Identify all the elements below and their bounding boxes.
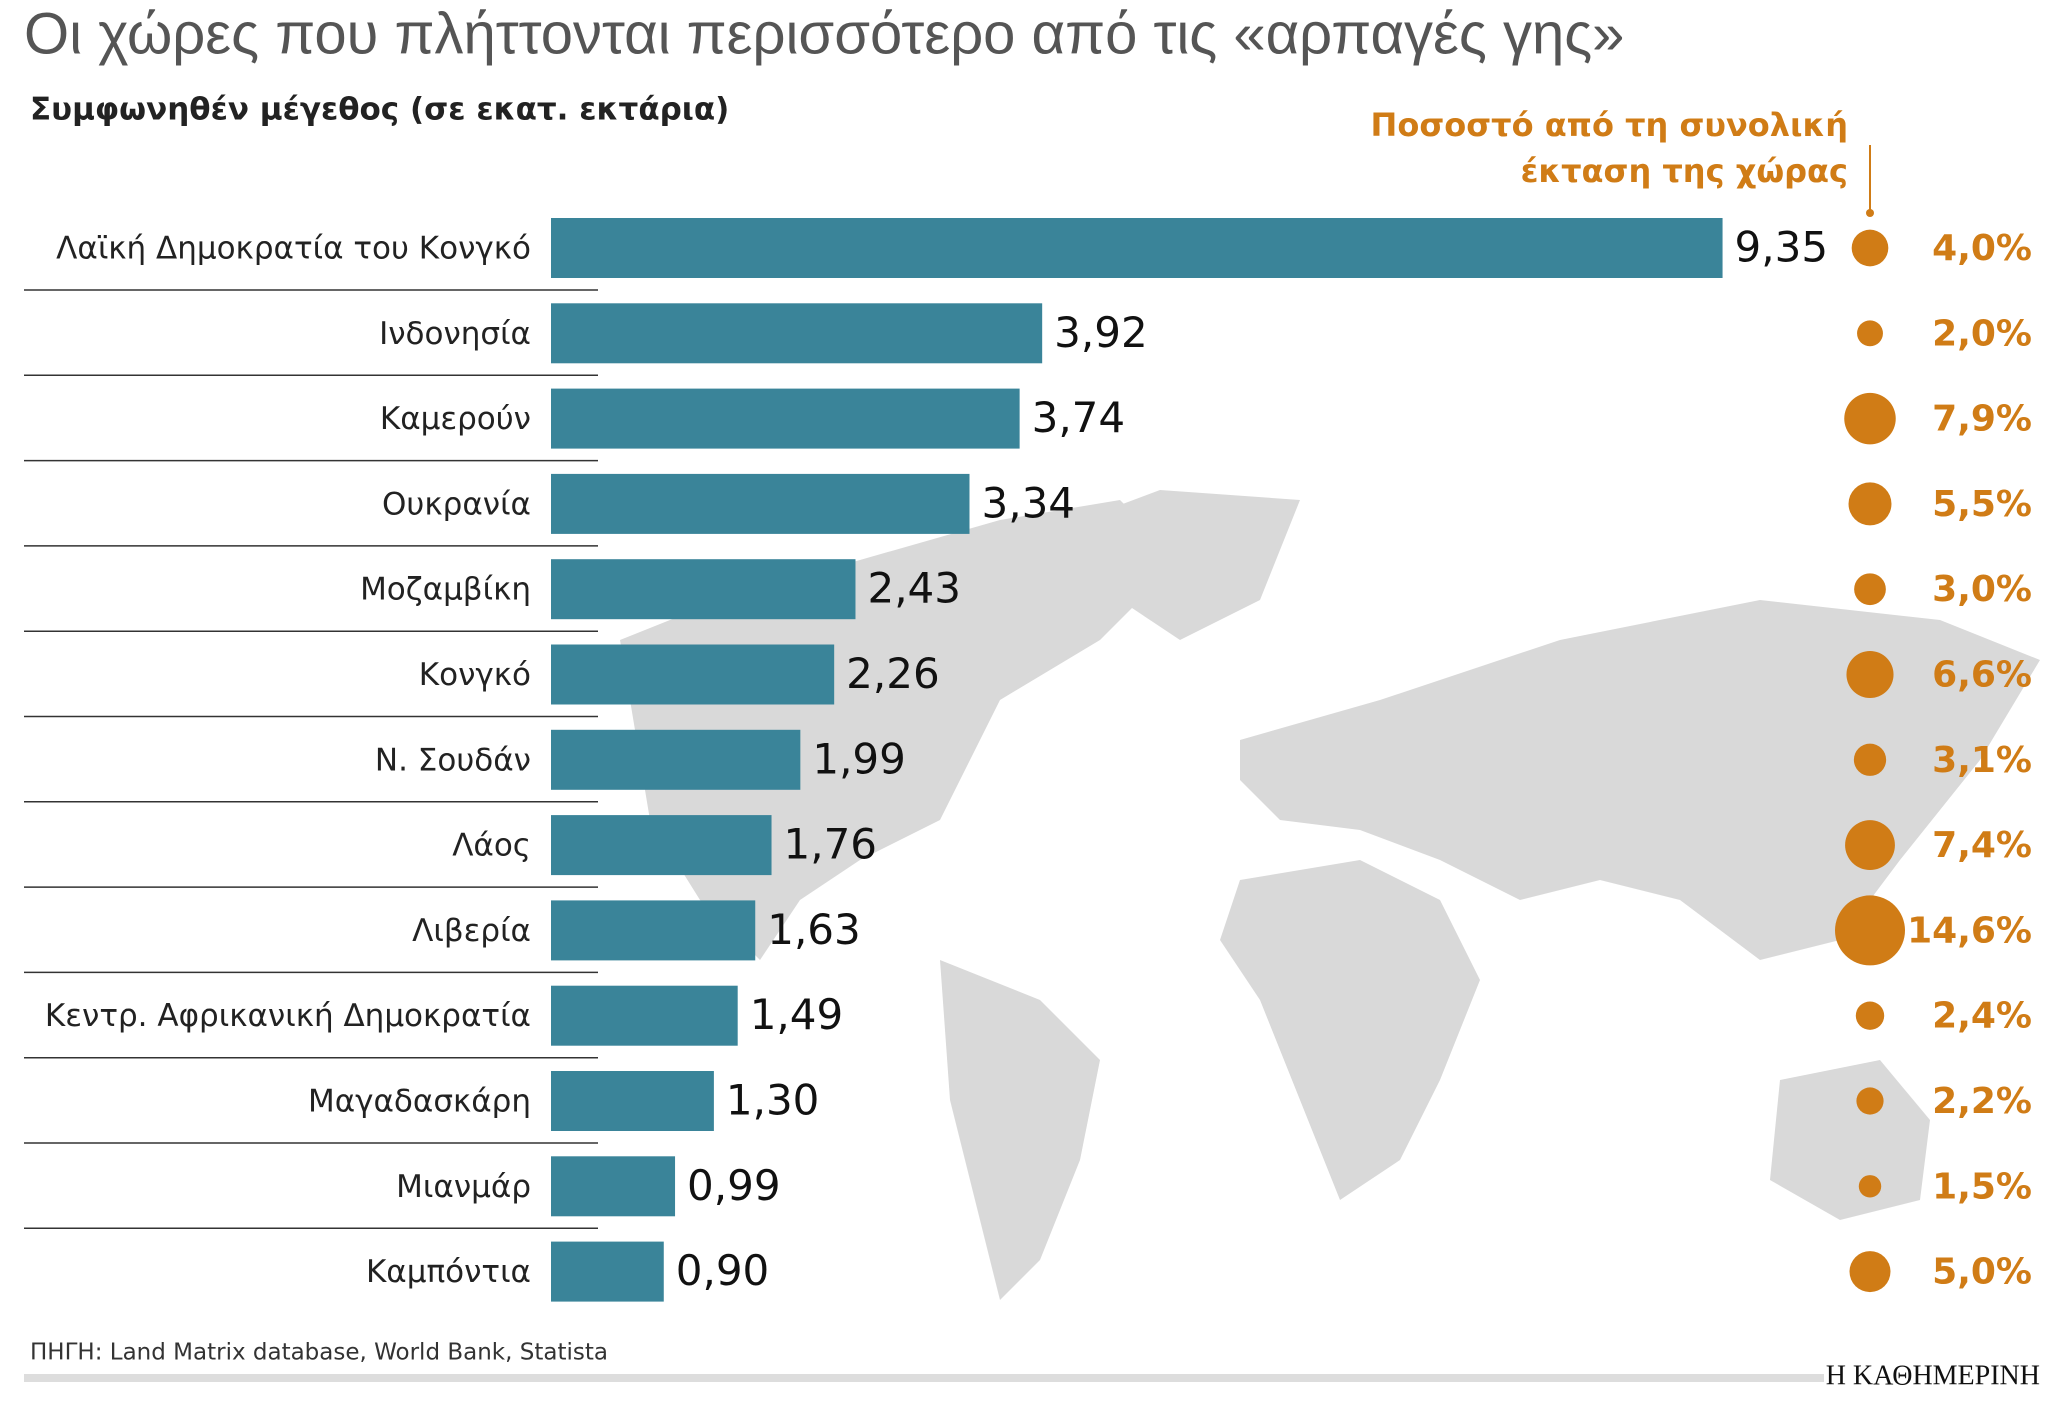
share-label: 3,1% [1932,740,2032,781]
bar [551,1071,714,1131]
value-label: 9,35 [1735,223,1829,272]
share-bubble [1835,895,1905,966]
value-label: 2,26 [846,649,940,698]
share-bubble [1855,1001,1885,1030]
share-title: Ποσοστό από τη συνολική έκταση της χώρας [1371,106,1848,190]
share-bubble [1844,392,1896,445]
bar [551,473,970,534]
share-bubble [1848,482,1892,526]
share-label: 1,5% [1932,1166,2032,1207]
category-label: Καμερούν [380,401,531,437]
category-label: Λάος [452,828,531,864]
category-label: Ουκρανία [382,486,531,522]
share-label: 6,6% [1932,655,2032,696]
footer-bar [24,1374,1824,1382]
chart-title: Οι χώρες που πλήττονται περισσότερο από … [24,1,1624,66]
value-label: 1,30 [726,1076,820,1125]
share-label: 7,4% [1932,825,2032,866]
bar [551,815,772,876]
share-bubble [1851,229,1889,267]
share-label: 5,5% [1932,484,2032,525]
value-label: 1,49 [750,990,844,1039]
bar [551,985,738,1046]
category-label: Λιβερία [412,913,531,949]
category-label: Ν. Σουδάν [375,742,531,778]
share-label: 5,0% [1932,1252,2032,1293]
bar [551,218,1723,278]
share-bubble [1849,1251,1891,1293]
share-bubble [1856,1087,1884,1115]
share-label: 2,2% [1932,1081,2032,1122]
share-bubble [1857,320,1883,347]
category-label: Λαϊκή Δημοκρατία του Κονγκό [56,231,531,267]
category-label: Μοζαμβίκη [360,572,531,608]
category-label: Μιανμάρ [396,1169,531,1205]
value-label: 2,43 [867,564,961,613]
share-bubble [1858,1175,1882,1198]
share-label: 7,9% [1932,399,2032,440]
value-label: 1,99 [812,734,906,783]
value-label: 1,63 [767,905,861,954]
bar [551,1156,676,1217]
publisher: Η ΚΑΘΗΜΕΡΙΝΗ [1826,1360,2040,1391]
bar [551,303,1043,364]
bar [551,900,756,961]
share-pointer-dot [1866,209,1874,217]
chart-subtitle: Συμφωνηθέν μέγεθος (σε εκατ. εκτάρια) [30,92,729,128]
bar [551,729,801,790]
share-label: 3,0% [1932,569,2032,610]
category-label: Καμπόντια [366,1254,531,1290]
bar [551,1241,664,1302]
share-bubble [1845,820,1895,871]
category-label: Κεντρ. Αφρικανική Δημοκρατία [45,998,531,1034]
value-label: 3,34 [982,478,1076,527]
bar [551,559,856,620]
share-label: 14,6% [1907,910,2032,951]
share-label: 2,4% [1932,996,2032,1037]
bar [551,644,835,705]
share-label: 2,0% [1932,313,2032,354]
category-label: Κονγκό [419,657,531,693]
share-title-line: Ποσοστό από τη συνολική [1371,106,1848,144]
source: ΠΗΓΗ: Land Matrix database, World Bank, … [30,1340,608,1366]
share-label: 4,0% [1932,228,2032,269]
value-label: 1,76 [784,820,878,869]
value-label: 0,99 [687,1161,781,1210]
share-bubble [1853,743,1887,776]
bar [551,388,1020,449]
category-label: Μαγαδασκάρη [308,1084,531,1120]
value-label: 0,90 [676,1246,770,1295]
share-title-line: έκταση της χώρας [1521,152,1848,190]
value-label: 3,92 [1054,308,1148,357]
value-label: 3,74 [1032,393,1126,442]
category-label: Ινδονησία [379,316,531,352]
share-bubble [1846,650,1894,699]
share-bubble [1854,573,1886,606]
